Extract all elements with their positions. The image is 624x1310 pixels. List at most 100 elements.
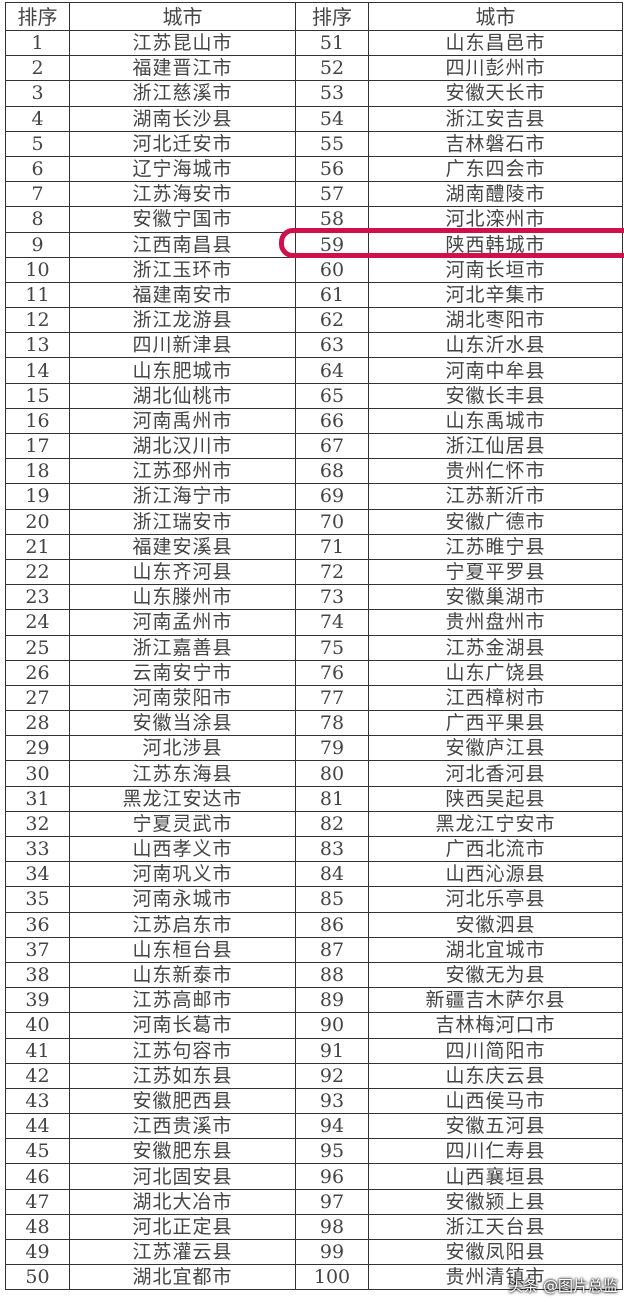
city-cell: 江苏邳州市 xyxy=(69,458,296,485)
city-cell: 江苏东海县 xyxy=(69,760,296,787)
rank-header: 排序 xyxy=(295,2,369,31)
city-cell: 湖北宜都市 xyxy=(69,1264,296,1291)
rank-cell: 75 xyxy=(295,634,369,661)
city-cell: 河北迁安市 xyxy=(69,130,296,157)
table-row: 21 福建安溪县 71 江苏睢宁县 xyxy=(5,533,623,560)
city-cell: 贵州仁怀市 xyxy=(368,458,623,485)
rank-cell: 45 xyxy=(5,1138,70,1165)
rank-cell: 32 xyxy=(5,810,70,838)
table-row: 4 湖南长沙县 54 浙江安吉县 xyxy=(5,105,623,132)
city-cell: 山东庆云县 xyxy=(368,1062,623,1089)
rank-cell: 40 xyxy=(5,1012,70,1039)
rank-cell: 86 xyxy=(295,911,369,938)
city-cell: 河南禹州市 xyxy=(69,407,296,435)
table-row: 40 河南长葛市 90 吉林梅河口市 xyxy=(5,1012,623,1039)
rank-cell: 30 xyxy=(5,760,70,787)
rank-cell: 29 xyxy=(5,735,70,762)
table-row: 45 安徽肥东县 95 四川仁寿县 xyxy=(5,1138,623,1165)
city-header: 城市 xyxy=(368,2,623,31)
table-row: 48 河北正定县 98 浙江天台县 xyxy=(5,1213,623,1241)
city-cell: 四川彭州市 xyxy=(368,55,623,82)
city-cell: 山东肥城市 xyxy=(69,357,296,384)
city-cell: 安徽无为县 xyxy=(368,961,623,989)
table-row: 18 江苏邳州市 68 贵州仁怀市 xyxy=(5,458,623,485)
rank-cell: 33 xyxy=(5,835,70,863)
rank-cell: 8 xyxy=(5,206,70,233)
rank-cell: 16 xyxy=(5,407,70,435)
rank-cell: 20 xyxy=(5,508,70,535)
rank-cell: 88 xyxy=(295,961,369,989)
city-cell: 河南孟州市 xyxy=(69,609,296,636)
city-cell: 江苏睢宁县 xyxy=(368,533,623,560)
rank-cell: 76 xyxy=(295,659,369,686)
rank-cell: 41 xyxy=(5,1037,70,1064)
city-cell: 云南安宁市 xyxy=(69,659,296,686)
city-cell: 湖北枣阳市 xyxy=(368,307,623,334)
city-cell: 宁夏灵武市 xyxy=(69,810,296,838)
city-cell: 吉林磐石市 xyxy=(368,130,623,157)
rank-cell: 56 xyxy=(295,155,369,183)
city-cell: 山东桓台县 xyxy=(69,936,296,963)
city-cell: 浙江慈溪市 xyxy=(69,80,296,107)
city-cell: 江苏海安市 xyxy=(69,181,296,208)
table-row: 13 四川新津县 63 山东沂水县 xyxy=(5,332,623,359)
table-row: 36 江苏启东市 86 安徽泗县 xyxy=(5,911,623,938)
rank-cell: 71 xyxy=(295,533,369,560)
rank-cell: 65 xyxy=(295,382,369,409)
city-cell: 山西沁源县 xyxy=(368,861,623,888)
rank-cell: 84 xyxy=(295,861,369,888)
city-cell: 湖北汉川市 xyxy=(69,432,296,460)
rank-cell: 93 xyxy=(295,1087,369,1115)
rank-header: 排序 xyxy=(5,2,70,31)
city-cell: 贵州盘州市 xyxy=(368,609,623,636)
city-cell: 山西襄垣县 xyxy=(368,1163,623,1190)
city-cell: 浙江瑞安市 xyxy=(69,508,296,535)
rank-cell: 34 xyxy=(5,861,70,888)
table-row: 10 浙江玉环市 60 河南长垣市 xyxy=(5,256,623,283)
table-row: 26 云南安宁市 76 山东广饶县 xyxy=(5,659,623,686)
rank-cell: 51 xyxy=(295,29,369,57)
rank-cell: 38 xyxy=(5,961,70,989)
city-cell: 江西南昌县 xyxy=(69,231,296,258)
rank-cell: 10 xyxy=(5,256,70,283)
rank-cell: 3 xyxy=(5,80,70,107)
rank-cell: 66 xyxy=(295,407,369,435)
city-cell: 河北涉县 xyxy=(69,735,296,762)
city-cell: 江西樟树市 xyxy=(368,684,623,712)
city-header: 城市 xyxy=(69,2,296,31)
rank-cell: 39 xyxy=(5,987,70,1014)
table-row: 49 江苏灌云县 99 安徽凤阳县 xyxy=(5,1238,623,1266)
city-cell: 湖北大冶市 xyxy=(69,1188,296,1215)
city-cell: 安徽广德市 xyxy=(368,508,623,535)
rank-cell: 63 xyxy=(295,332,369,359)
rank-cell: 69 xyxy=(295,483,369,510)
city-cell: 安徽泗县 xyxy=(368,911,623,938)
rank-cell: 25 xyxy=(5,634,70,661)
table-row: 8 安徽宁国市 58 河北滦州市 xyxy=(5,206,623,233)
city-cell: 湖南醴陵市 xyxy=(368,181,623,208)
city-cell: 江苏高邮市 xyxy=(69,987,296,1014)
table-row: 6 辽宁海城市 56 广东四会市 xyxy=(5,155,623,183)
rank-cell: 27 xyxy=(5,684,70,712)
rank-cell: 82 xyxy=(295,810,369,838)
rank-cell: 11 xyxy=(5,281,70,309)
rank-cell: 21 xyxy=(5,533,70,560)
city-cell: 福建安溪县 xyxy=(69,533,296,560)
table-row: 1 江苏昆山市 51 山东昌邑市 xyxy=(5,29,623,57)
rank-cell: 19 xyxy=(5,483,70,510)
city-cell: 湖北仙桃市 xyxy=(69,382,296,409)
table-row: 30 江苏东海县 80 河北香河县 xyxy=(5,760,623,787)
rank-cell: 72 xyxy=(295,558,369,586)
city-cell: 安徽巢湖市 xyxy=(368,584,623,611)
rank-cell: 53 xyxy=(295,80,369,107)
rank-cell: 49 xyxy=(5,1238,70,1266)
rank-cell: 1 xyxy=(5,29,70,57)
rank-cell: 70 xyxy=(295,508,369,535)
city-cell: 新疆吉木萨尔县 xyxy=(368,987,623,1014)
rank-cell: 73 xyxy=(295,584,369,611)
table-row: 38 山东新泰市 88 安徽无为县 xyxy=(5,961,623,989)
city-cell: 河北乐亭县 xyxy=(368,886,623,913)
city-cell: 安徽当涂县 xyxy=(69,710,296,737)
city-cell: 浙江安吉县 xyxy=(368,105,623,132)
table-header-row: 排序 城市 排序 城市 xyxy=(5,2,623,31)
